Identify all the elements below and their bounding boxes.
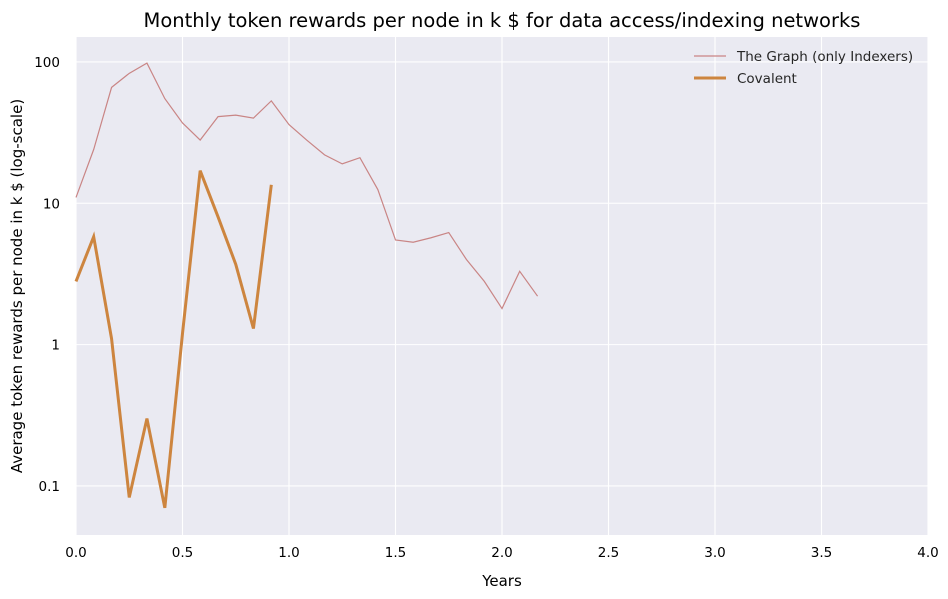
x-tick-label: 0.0 [65, 545, 86, 561]
x-tick-label: 3.0 [704, 545, 725, 561]
y-tick-label: 10 [43, 196, 60, 212]
series-line-the-graph [75, 62, 539, 310]
x-tick-label: 2.0 [491, 545, 512, 561]
x-tick-label: 2.5 [598, 545, 619, 561]
y-axis-label: Average token rewards per node in k $ (l… [8, 99, 26, 473]
grid [75, 37, 929, 535]
legend: The Graph (only Indexers) Covalent [694, 49, 913, 87]
x-axis-label: Years [481, 572, 522, 590]
x-tick-label: 3.5 [811, 545, 832, 561]
x-tick-label: 0.5 [172, 545, 193, 561]
ticks: 0.0 0.5 1.0 1.5 2.0 2.5 3.0 3.5 4.0 0.1 1 10 100 [34, 55, 939, 561]
series-line-covalent [74, 170, 273, 509]
x-tick-label: 1.5 [385, 545, 406, 561]
y-tick-label: 100 [34, 55, 60, 71]
y-tick-label: 0.1 [39, 479, 60, 495]
chart-title: Monthly token rewards per node in k $ fo… [144, 9, 861, 32]
x-tick-label: 1.0 [278, 545, 299, 561]
series-layer [74, 62, 539, 509]
x-tick-label: 4.0 [917, 545, 938, 561]
legend-label-the-graph: The Graph (only Indexers) [736, 49, 913, 65]
y-tick-label: 1 [51, 338, 60, 354]
legend-label-covalent: Covalent [737, 71, 797, 87]
